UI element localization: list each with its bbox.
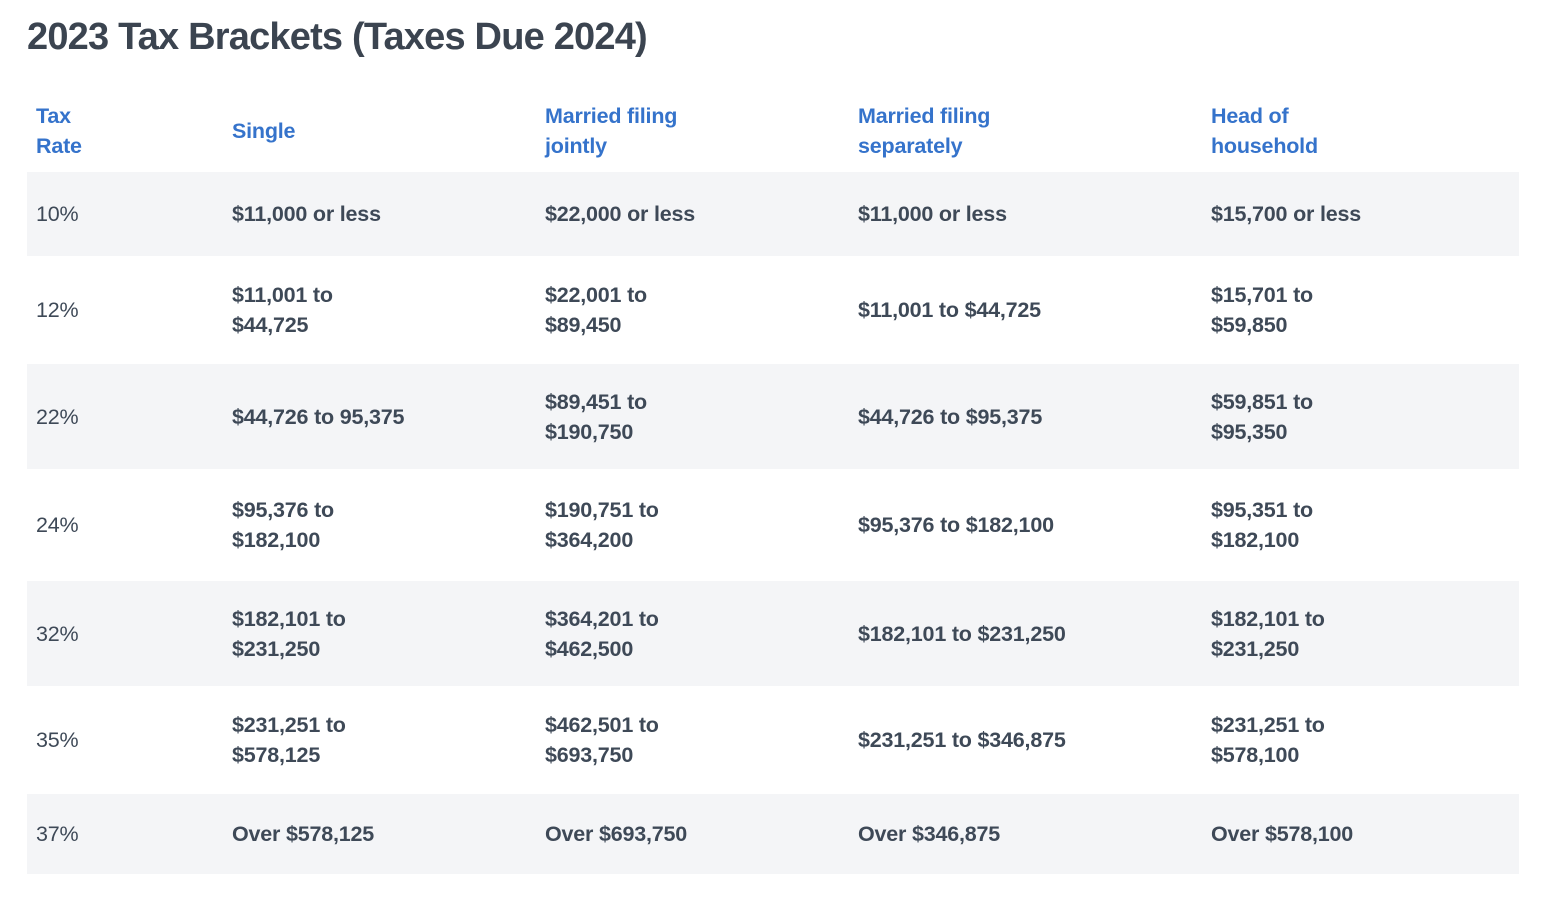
married-jointly-cell: $89,451 to $190,750 xyxy=(545,389,647,444)
table-row: 22% $44,726 to 95,375 $89,451 to $190,75… xyxy=(27,364,1519,469)
single-cell: Over $578,125 xyxy=(232,822,375,846)
married-jointly-cell: $364,201 to $462,500 xyxy=(545,606,659,661)
married-jointly-cell: $22,001 to $89,450 xyxy=(545,283,647,337)
married-separately-cell: $11,000 or less xyxy=(858,202,1007,226)
head-of-household-cell: $59,851 to $95,350 xyxy=(1211,389,1313,444)
married-separately-cell: Over $346,875 xyxy=(858,822,1001,846)
head-of-household-cell: Over $578,100 xyxy=(1211,822,1354,846)
married-jointly-cell: $22,000 or less xyxy=(545,202,696,226)
tax-rate-cell: 22% xyxy=(36,404,79,429)
table-row: 24% $95,376 to $182,100 $190,751 to $364… xyxy=(27,469,1519,581)
head-of-household-cell: $15,701 to $59,850 xyxy=(1211,283,1313,337)
column-header-head-of-household[interactable]: Head of household xyxy=(1211,103,1318,158)
single-cell: $182,101 to $231,250 xyxy=(232,606,346,661)
head-of-household-cell: $182,101 to $231,250 xyxy=(1211,606,1325,661)
married-separately-cell: $231,251 to $346,875 xyxy=(858,728,1066,752)
table-row: 37% Over $578,125 Over $693,750 Over $34… xyxy=(27,794,1519,874)
married-separately-cell: $95,376 to $182,100 xyxy=(858,513,1054,537)
head-of-household-cell: $95,351 to $182,100 xyxy=(1211,498,1313,552)
married-jointly-cell: $462,501 to $693,750 xyxy=(545,713,659,767)
single-cell: $11,001 to $44,725 xyxy=(232,283,333,337)
tax-rate-cell: 37% xyxy=(36,822,79,846)
tax-rate-cell: 32% xyxy=(36,621,79,646)
tax-rate-cell: 35% xyxy=(36,728,79,752)
single-cell: $95,376 to $182,100 xyxy=(232,498,334,552)
head-of-household-cell: $231,251 to $578,100 xyxy=(1211,713,1325,767)
married-jointly-cell: $190,751 to $364,200 xyxy=(545,498,659,552)
married-jointly-cell: Over $693,750 xyxy=(545,822,688,846)
single-cell: $44,726 to 95,375 xyxy=(232,404,405,429)
tax-rate-cell: 24% xyxy=(36,513,79,537)
tax-rate-cell: 12% xyxy=(36,298,79,322)
single-cell: $231,251 to $578,125 xyxy=(232,713,346,767)
column-header-married-jointly[interactable]: Married filing jointly xyxy=(545,103,678,158)
table-row: 12% $11,001 to $44,725 $22,001 to $89,45… xyxy=(27,256,1519,364)
table-header-row: Tax Rate Single Married filing jointly M… xyxy=(27,89,1519,172)
married-separately-cell: $182,101 to $231,250 xyxy=(858,621,1066,646)
table-row: 10% $11,000 or less $22,000 or less $11,… xyxy=(27,172,1519,256)
table-row: 35% $231,251 to $578,125 $462,501 to $69… xyxy=(27,686,1519,794)
column-header-married-separately[interactable]: Married filing separately xyxy=(858,103,991,158)
table-row: 32% $182,101 to $231,250 $364,201 to $46… xyxy=(27,581,1519,686)
page-title: 2023 Tax Brackets (Taxes Due 2024) xyxy=(27,16,648,58)
married-separately-cell: $11,001 to $44,725 xyxy=(858,298,1041,322)
column-header-single[interactable]: Single xyxy=(232,118,296,143)
tax-brackets-table: Tax Rate Single Married filing jointly M… xyxy=(27,89,1519,874)
single-cell: $11,000 or less xyxy=(232,202,381,226)
column-header-tax-rate[interactable]: Tax Rate xyxy=(36,103,82,158)
head-of-household-cell: $15,700 or less xyxy=(1211,202,1362,226)
married-separately-cell: $44,726 to $95,375 xyxy=(858,404,1043,429)
tax-rate-cell: 10% xyxy=(36,202,79,226)
